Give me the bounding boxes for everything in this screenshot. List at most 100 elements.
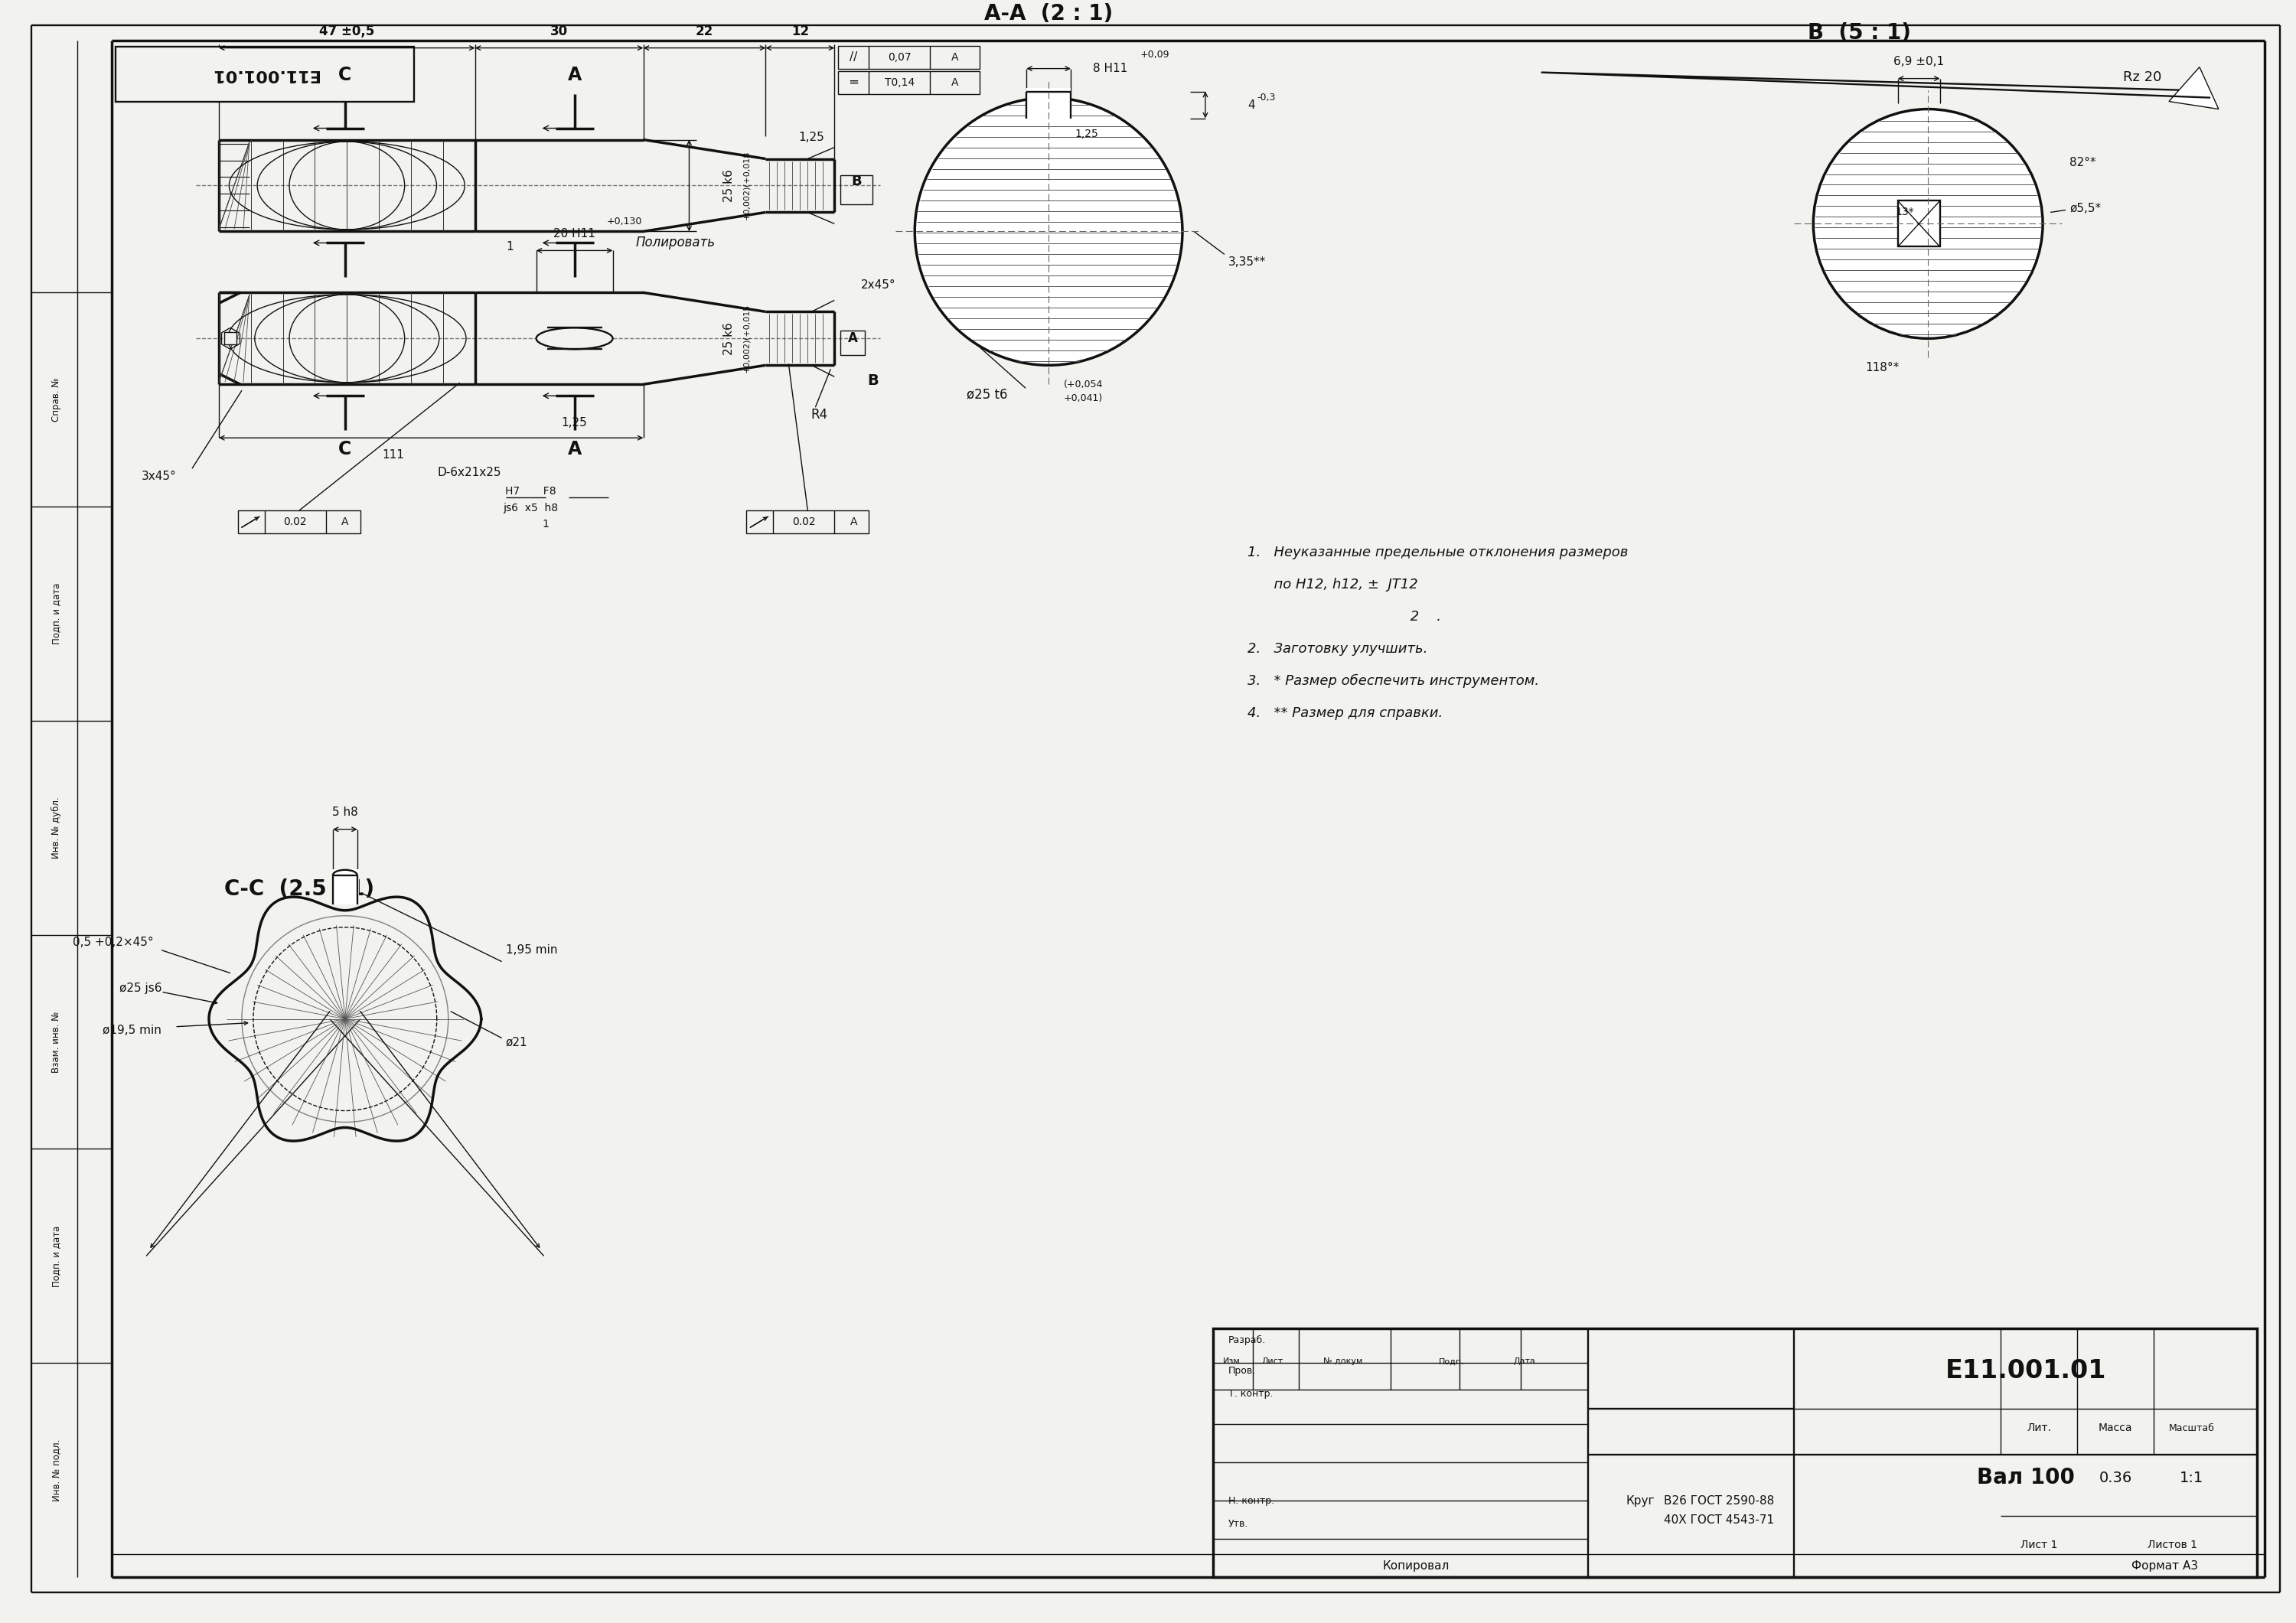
Text: (+0,018: (+0,018 <box>742 151 751 187</box>
Bar <box>1026 88 1070 118</box>
Text: 1,25: 1,25 <box>799 131 824 143</box>
Text: Утв.: Утв. <box>1228 1519 1249 1529</box>
Bar <box>746 511 868 534</box>
Bar <box>225 333 236 344</box>
Text: H7       F8: H7 F8 <box>505 485 556 497</box>
Text: ø21: ø21 <box>505 1035 528 1047</box>
Text: 12: 12 <box>792 24 808 37</box>
Text: 3.   * Размер обеспечить инструментом.: 3. * Размер обеспечить инструментом. <box>1247 674 1538 688</box>
Text: +0,002): +0,002) <box>742 185 751 219</box>
Text: 40Х ГОСТ 4543-71: 40Х ГОСТ 4543-71 <box>1665 1514 1775 1526</box>
Text: 2x45°: 2x45° <box>861 279 895 291</box>
Bar <box>840 331 866 355</box>
Text: 13*: 13* <box>1896 208 1915 217</box>
Text: Масса: Масса <box>2099 1423 2133 1433</box>
Text: Пров.: Пров. <box>1228 1365 1256 1376</box>
Text: Е11.001.01: Е11.001.01 <box>1945 1358 2105 1383</box>
Text: 0,07: 0,07 <box>889 52 912 62</box>
Text: С-С  (2.5 : 1): С-С (2.5 : 1) <box>225 878 374 899</box>
Polygon shape <box>2170 67 2218 109</box>
Text: Лит.: Лит. <box>2027 1423 2050 1433</box>
Text: R4: R4 <box>810 407 827 422</box>
Text: 1,25: 1,25 <box>1075 128 1097 140</box>
Text: +0,002): +0,002) <box>742 338 751 373</box>
Circle shape <box>1814 109 2043 339</box>
Text: 3x45°: 3x45° <box>142 471 177 482</box>
Text: A: A <box>951 52 957 62</box>
Bar <box>840 175 872 204</box>
Text: 22: 22 <box>696 24 714 37</box>
Text: T0,14: T0,14 <box>884 76 914 88</box>
Text: ø25 js6: ø25 js6 <box>119 982 161 995</box>
Bar <box>1212 1329 2257 1578</box>
Text: B  (5 : 1): B (5 : 1) <box>1807 23 1910 44</box>
Text: 47 ±0,5: 47 ±0,5 <box>319 24 374 37</box>
Bar <box>838 45 980 68</box>
Text: Инв. № дубл.: Инв. № дубл. <box>51 797 62 859</box>
Text: 2    .: 2 . <box>1247 610 1442 623</box>
Text: 3,35**: 3,35** <box>1228 256 1265 268</box>
Text: Круг: Круг <box>1626 1495 1655 1506</box>
Text: 25 k6: 25 k6 <box>723 321 735 355</box>
Text: Лист 1: Лист 1 <box>2020 1540 2057 1550</box>
Text: Подп. и дата: Подп. и дата <box>51 583 62 644</box>
Text: 2.   Заготовку улучшить.: 2. Заготовку улучшить. <box>1247 643 1428 656</box>
Text: А: А <box>567 65 581 84</box>
Text: 1:1: 1:1 <box>2179 1470 2204 1485</box>
Text: Разраб.: Разраб. <box>1228 1336 1265 1345</box>
Text: 4: 4 <box>1247 99 1256 110</box>
Bar <box>1899 201 1940 247</box>
Text: 6,9 ±0,1: 6,9 ±0,1 <box>1894 55 1945 68</box>
Text: 1,95 min: 1,95 min <box>505 945 558 956</box>
Text: 1.   Неуказанные предельные отклонения размеров: 1. Неуказанные предельные отклонения раз… <box>1247 545 1628 560</box>
Text: по Н12, h12, ±  JT12: по Н12, h12, ± JT12 <box>1247 578 1419 591</box>
Text: 25 k6: 25 k6 <box>723 169 735 201</box>
Text: Масштаб: Масштаб <box>2170 1423 2216 1433</box>
Circle shape <box>914 97 1182 365</box>
Text: 111: 111 <box>381 450 404 461</box>
Text: В26 ГОСТ 2590-88: В26 ГОСТ 2590-88 <box>1665 1495 1775 1506</box>
Text: A: A <box>847 331 859 346</box>
Text: № докум.: № докум. <box>1322 1358 1366 1365</box>
Ellipse shape <box>537 328 613 349</box>
Text: +0,09: +0,09 <box>1141 50 1169 60</box>
Text: Дата: Дата <box>1513 1358 1536 1365</box>
Text: 8 H11: 8 H11 <box>1093 63 1127 75</box>
Text: 0.36: 0.36 <box>2099 1470 2133 1485</box>
Text: 1: 1 <box>542 519 549 529</box>
Text: +0,041): +0,041) <box>1063 393 1102 403</box>
Text: 118°*: 118°* <box>1864 362 1899 373</box>
Text: ═: ═ <box>850 75 856 89</box>
Text: (+0,015: (+0,015 <box>742 305 751 339</box>
Text: Е11.001.01: Е11.001.01 <box>211 67 319 81</box>
Text: 20 H11: 20 H11 <box>553 227 595 240</box>
Text: Полировать: Полировать <box>636 235 716 250</box>
Text: 1,25: 1,25 <box>563 417 588 428</box>
Text: Подп. и дата: Подп. и дата <box>51 1225 62 1287</box>
Bar <box>331 868 358 904</box>
Bar <box>838 71 980 94</box>
Text: B: B <box>852 175 861 188</box>
Text: С: С <box>338 440 351 459</box>
Text: Изм.: Изм. <box>1224 1358 1242 1365</box>
Text: Rz 20: Rz 20 <box>2124 70 2161 84</box>
Text: Подп.: Подп. <box>1440 1358 1465 1365</box>
Text: Листов 1: Листов 1 <box>2147 1540 2197 1550</box>
Text: js6  x5  h8: js6 x5 h8 <box>503 503 558 513</box>
Text: А: А <box>567 440 581 459</box>
Text: A: A <box>951 76 957 88</box>
Text: A: A <box>850 516 856 527</box>
Text: С: С <box>338 65 351 84</box>
Text: +0,130: +0,130 <box>606 216 643 227</box>
Text: D-6x21x25: D-6x21x25 <box>436 466 501 479</box>
Text: Формат А3: Формат А3 <box>2131 1560 2200 1571</box>
Text: Лист: Лист <box>1263 1358 1283 1365</box>
Text: 0.02: 0.02 <box>285 516 308 527</box>
Text: -0,3: -0,3 <box>1258 93 1277 102</box>
Bar <box>239 511 360 534</box>
Text: 82°*: 82°* <box>2069 157 2096 169</box>
Text: //: // <box>850 52 856 63</box>
Text: Вал 100: Вал 100 <box>1977 1467 2076 1488</box>
Text: (+0,054: (+0,054 <box>1063 380 1102 390</box>
Bar <box>115 47 413 102</box>
